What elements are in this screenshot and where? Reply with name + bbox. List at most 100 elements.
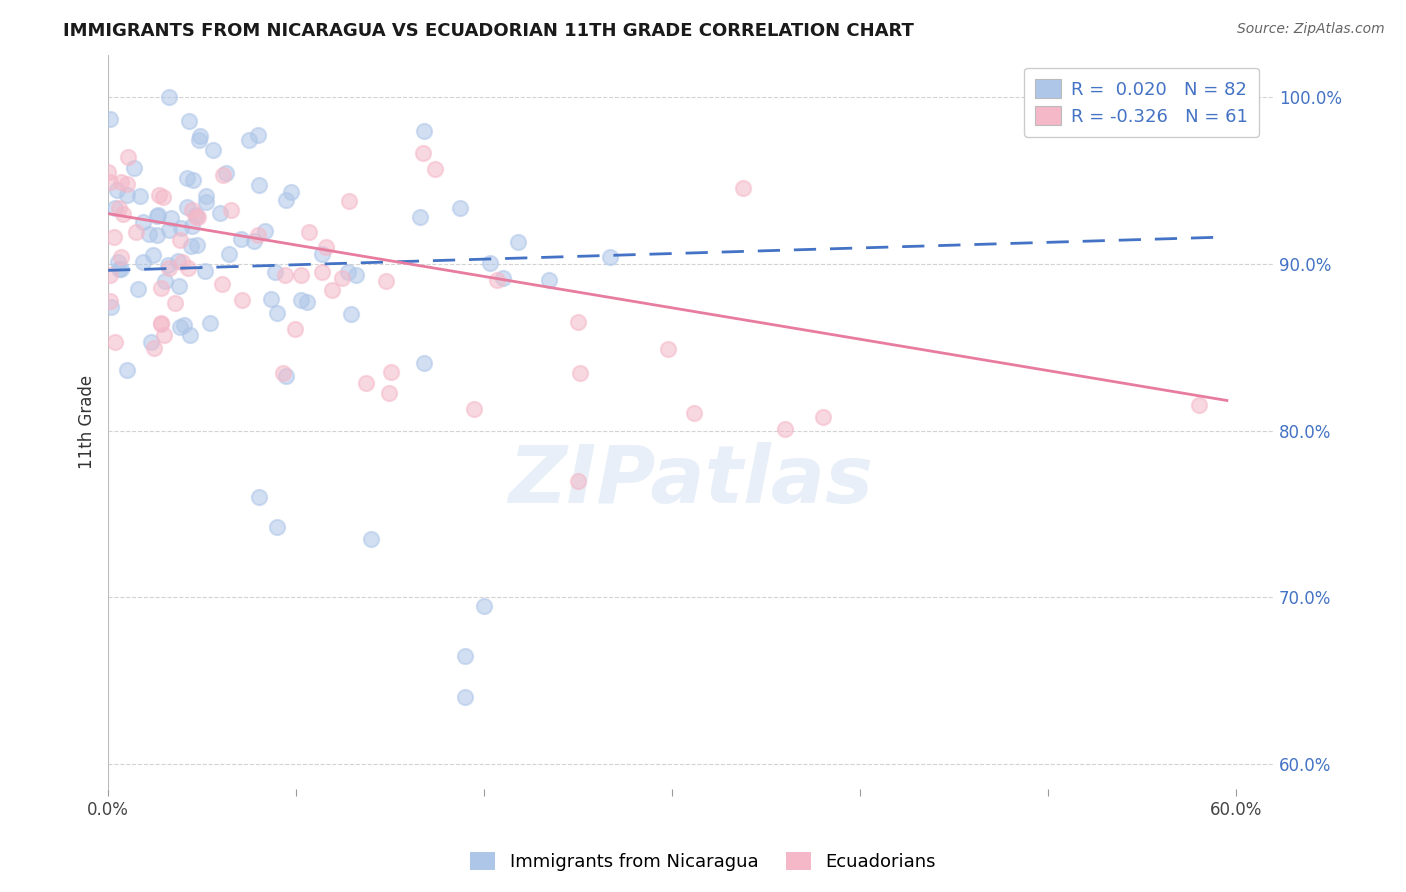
Point	[412, 145, 434, 160]
Point	[201, 143, 224, 157]
Point	[271, 366, 294, 380]
Point	[454, 690, 477, 705]
Point	[157, 258, 180, 272]
Point	[183, 173, 205, 187]
Point	[354, 376, 377, 390]
Point	[567, 315, 589, 329]
Point	[298, 225, 321, 239]
Point	[247, 178, 270, 193]
Point	[423, 161, 446, 176]
Point	[107, 254, 129, 268]
Point	[115, 187, 138, 202]
Point	[152, 189, 174, 203]
Point	[98, 268, 121, 283]
Point	[184, 208, 207, 222]
Point	[163, 295, 186, 310]
Point	[111, 207, 134, 221]
Point	[378, 385, 401, 400]
Point	[115, 363, 138, 377]
Text: ZIPatlas: ZIPatlas	[509, 442, 873, 520]
Point	[290, 293, 312, 307]
Point	[492, 271, 515, 285]
Point	[198, 316, 221, 330]
Point	[143, 341, 166, 355]
Point	[486, 273, 509, 287]
Point	[194, 264, 217, 278]
Point	[97, 165, 120, 179]
Point	[375, 274, 398, 288]
Point	[231, 293, 253, 307]
Point	[122, 161, 145, 175]
Point	[187, 211, 209, 225]
Point	[177, 260, 200, 275]
Point	[280, 186, 302, 200]
Point	[157, 90, 180, 104]
Point	[568, 366, 591, 380]
Point	[170, 221, 193, 235]
Point	[98, 293, 121, 308]
Point	[266, 306, 288, 320]
Point	[242, 234, 264, 248]
Point	[125, 225, 148, 239]
Point	[157, 223, 180, 237]
Point	[321, 284, 343, 298]
Point	[145, 209, 167, 223]
Point	[169, 233, 191, 247]
Point	[188, 133, 211, 147]
Point	[115, 177, 138, 191]
Point	[218, 247, 240, 261]
Point	[1188, 399, 1211, 413]
Point	[229, 232, 252, 246]
Point	[188, 128, 211, 143]
Point	[599, 250, 621, 264]
Point	[311, 265, 333, 279]
Point	[155, 274, 177, 288]
Point	[454, 648, 477, 663]
Point	[117, 150, 139, 164]
Point	[284, 322, 307, 336]
Point	[107, 261, 129, 276]
Point	[682, 406, 704, 420]
Point	[276, 369, 298, 384]
Point	[212, 168, 235, 182]
Point	[380, 365, 402, 379]
Point	[238, 133, 260, 147]
Point	[478, 255, 501, 269]
Point	[409, 210, 432, 224]
Point	[173, 318, 195, 332]
Point	[811, 410, 834, 425]
Point	[150, 281, 173, 295]
Point	[339, 307, 361, 321]
Point	[180, 202, 202, 217]
Point	[138, 227, 160, 241]
Point	[538, 272, 561, 286]
Point	[110, 175, 132, 189]
Text: Source: ZipAtlas.com: Source: ZipAtlas.com	[1237, 22, 1385, 37]
Point	[157, 260, 180, 275]
Point	[506, 235, 529, 249]
Point	[104, 201, 127, 215]
Point	[215, 166, 238, 180]
Point	[731, 181, 754, 195]
Point	[297, 294, 319, 309]
Point	[274, 193, 297, 207]
Point	[219, 202, 242, 217]
Point	[127, 282, 149, 296]
Point	[253, 224, 276, 238]
Point	[104, 334, 127, 349]
Point	[176, 200, 198, 214]
Point	[110, 262, 132, 277]
Point	[139, 335, 162, 350]
Point	[128, 188, 150, 202]
Point	[132, 214, 155, 228]
Point	[344, 268, 367, 283]
Y-axis label: 11th Grade: 11th Grade	[79, 376, 96, 469]
Legend: Immigrants from Nicaragua, Ecuadorians: Immigrants from Nicaragua, Ecuadorians	[463, 846, 943, 879]
Point	[142, 248, 165, 262]
Point	[149, 316, 172, 330]
Point	[103, 230, 125, 244]
Point	[260, 292, 283, 306]
Point	[194, 189, 217, 203]
Point	[211, 277, 233, 292]
Point	[186, 237, 208, 252]
